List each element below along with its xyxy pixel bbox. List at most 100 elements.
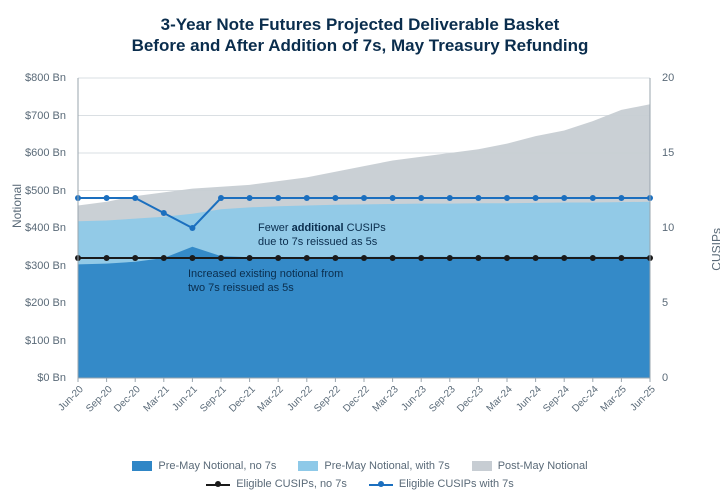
legend-line-marker bbox=[369, 479, 393, 489]
y-right-tick-label: 15 bbox=[662, 147, 674, 159]
chart-container: { "title_line1": "3-Year Note Futures Pr… bbox=[0, 0, 720, 500]
x-tick-label: Sep-24 bbox=[541, 384, 572, 415]
legend-label: Pre-May Notional, with 7s bbox=[324, 460, 449, 472]
y-left-axis: $0 Bn$100 Bn$200 Bn$300 Bn$400 Bn$500 Bn… bbox=[0, 78, 74, 378]
y-right-axis: 05101520 bbox=[654, 78, 714, 378]
x-tick-label: Jun-25 bbox=[628, 384, 657, 413]
legend-item: Eligible CUSIPs with 7s bbox=[369, 478, 514, 490]
x-tick-label: Mar-23 bbox=[370, 384, 400, 414]
x-tick-label: Sep-22 bbox=[313, 384, 344, 415]
marker-cusips_with7s bbox=[475, 195, 481, 201]
legend-label: Eligible CUSIPs, no 7s bbox=[236, 478, 347, 490]
marker-cusips_no7s bbox=[590, 255, 596, 261]
x-tick-label: Sep-21 bbox=[198, 384, 229, 415]
marker-cusips_no7s bbox=[618, 255, 624, 261]
y-right-tick-label: 20 bbox=[662, 72, 674, 84]
marker-cusips_no7s bbox=[189, 255, 195, 261]
x-tick-label: Jun-22 bbox=[285, 384, 314, 413]
marker-cusips_with7s bbox=[104, 195, 110, 201]
legend: Pre-May Notional, no 7s Pre-May Notional,… bbox=[0, 460, 720, 490]
chart-svg bbox=[78, 78, 650, 378]
marker-cusips_no7s bbox=[247, 255, 253, 261]
marker-cusips_with7s bbox=[561, 195, 567, 201]
marker-cusips_with7s bbox=[390, 195, 396, 201]
y-right-tick-label: 5 bbox=[662, 297, 668, 309]
marker-cusips_with7s bbox=[361, 195, 367, 201]
y-left-tick-label: $300 Bn bbox=[25, 260, 66, 272]
marker-cusips_no7s bbox=[447, 255, 453, 261]
x-tick-label: Mar-25 bbox=[599, 384, 629, 414]
legend-row-2: Eligible CUSIPs, no 7s Eligible CUSIPs wi… bbox=[206, 478, 514, 490]
x-tick-label: Jun-23 bbox=[400, 384, 429, 413]
legend-line-marker bbox=[206, 479, 230, 489]
legend-label: Pre-May Notional, no 7s bbox=[158, 460, 276, 472]
legend-item: Pre-May Notional, with 7s bbox=[298, 460, 449, 472]
chart-title-line2: Before and After Addition of 7s, May Tre… bbox=[132, 36, 589, 55]
plot-area: Fewer additional CUSIPsdue to 7s reissue… bbox=[78, 78, 650, 378]
marker-cusips_with7s bbox=[504, 195, 510, 201]
marker-cusips_with7s bbox=[618, 195, 624, 201]
marker-cusips_no7s bbox=[218, 255, 224, 261]
chart-title: 3-Year Note Futures Projected Deliverabl… bbox=[0, 14, 720, 57]
legend-row-1: Pre-May Notional, no 7s Pre-May Notional,… bbox=[132, 460, 587, 472]
marker-cusips_with7s bbox=[275, 195, 281, 201]
x-tick-label: Dec-24 bbox=[570, 384, 601, 415]
x-tick-label: Jun-24 bbox=[514, 384, 543, 413]
x-tick-label: Dec-20 bbox=[112, 384, 143, 415]
x-tick-label: Mar-21 bbox=[141, 384, 171, 414]
legend-swatch bbox=[472, 461, 492, 471]
legend-label: Eligible CUSIPs with 7s bbox=[399, 478, 514, 490]
marker-cusips_no7s bbox=[418, 255, 424, 261]
x-tick-label: Mar-24 bbox=[485, 384, 515, 414]
marker-cusips_with7s bbox=[304, 195, 310, 201]
y-left-tick-label: $200 Bn bbox=[25, 297, 66, 309]
marker-cusips_with7s bbox=[189, 225, 195, 231]
y-right-tick-label: 0 bbox=[662, 372, 668, 384]
marker-cusips_with7s bbox=[218, 195, 224, 201]
marker-cusips_no7s bbox=[361, 255, 367, 261]
marker-cusips_no7s bbox=[161, 255, 167, 261]
marker-cusips_no7s bbox=[390, 255, 396, 261]
marker-cusips_with7s bbox=[533, 195, 539, 201]
marker-cusips_no7s bbox=[332, 255, 338, 261]
area-premay_no7s bbox=[78, 247, 650, 378]
legend-item: Eligible CUSIPs, no 7s bbox=[206, 478, 347, 490]
marker-cusips_no7s bbox=[504, 255, 510, 261]
x-tick-label: Jun-20 bbox=[56, 384, 85, 413]
marker-cusips_no7s bbox=[104, 255, 110, 261]
legend-swatch bbox=[298, 461, 318, 471]
x-tick-label: Sep-20 bbox=[84, 384, 115, 415]
y-left-tick-label: $800 Bn bbox=[25, 72, 66, 84]
marker-cusips_no7s bbox=[561, 255, 567, 261]
legend-item: Post-May Notional bbox=[472, 460, 588, 472]
marker-cusips_no7s bbox=[533, 255, 539, 261]
marker-cusips_with7s bbox=[447, 195, 453, 201]
marker-cusips_no7s bbox=[304, 255, 310, 261]
marker-cusips_no7s bbox=[132, 255, 138, 261]
legend-label: Post-May Notional bbox=[498, 460, 588, 472]
legend-item: Pre-May Notional, no 7s bbox=[132, 460, 276, 472]
x-tick-label: Sep-23 bbox=[427, 384, 458, 415]
legend-swatch bbox=[132, 461, 152, 471]
marker-cusips_with7s bbox=[132, 195, 138, 201]
x-tick-label: Mar-22 bbox=[256, 384, 286, 414]
marker-cusips_no7s bbox=[475, 255, 481, 261]
x-tick-label: Dec-23 bbox=[456, 384, 487, 415]
y-left-tick-label: $400 Bn bbox=[25, 222, 66, 234]
marker-cusips_with7s bbox=[247, 195, 253, 201]
marker-cusips_with7s bbox=[418, 195, 424, 201]
marker-cusips_with7s bbox=[161, 210, 167, 216]
y-left-tick-label: $0 Bn bbox=[37, 372, 66, 384]
y-right-tick-label: 10 bbox=[662, 222, 674, 234]
x-tick-label: Dec-22 bbox=[341, 384, 372, 415]
marker-cusips_with7s bbox=[590, 195, 596, 201]
y-left-tick-label: $500 Bn bbox=[25, 185, 66, 197]
y-left-tick-label: $600 Bn bbox=[25, 147, 66, 159]
x-axis: Jun-20Sep-20Dec-20Mar-21Jun-21Sep-21Dec-… bbox=[78, 378, 650, 438]
marker-cusips_no7s bbox=[275, 255, 281, 261]
chart-title-line1: 3-Year Note Futures Projected Deliverabl… bbox=[161, 15, 560, 34]
x-tick-label: Jun-21 bbox=[171, 384, 200, 413]
marker-cusips_with7s bbox=[332, 195, 338, 201]
y-left-tick-label: $700 Bn bbox=[25, 110, 66, 122]
x-tick-label: Dec-21 bbox=[227, 384, 258, 415]
